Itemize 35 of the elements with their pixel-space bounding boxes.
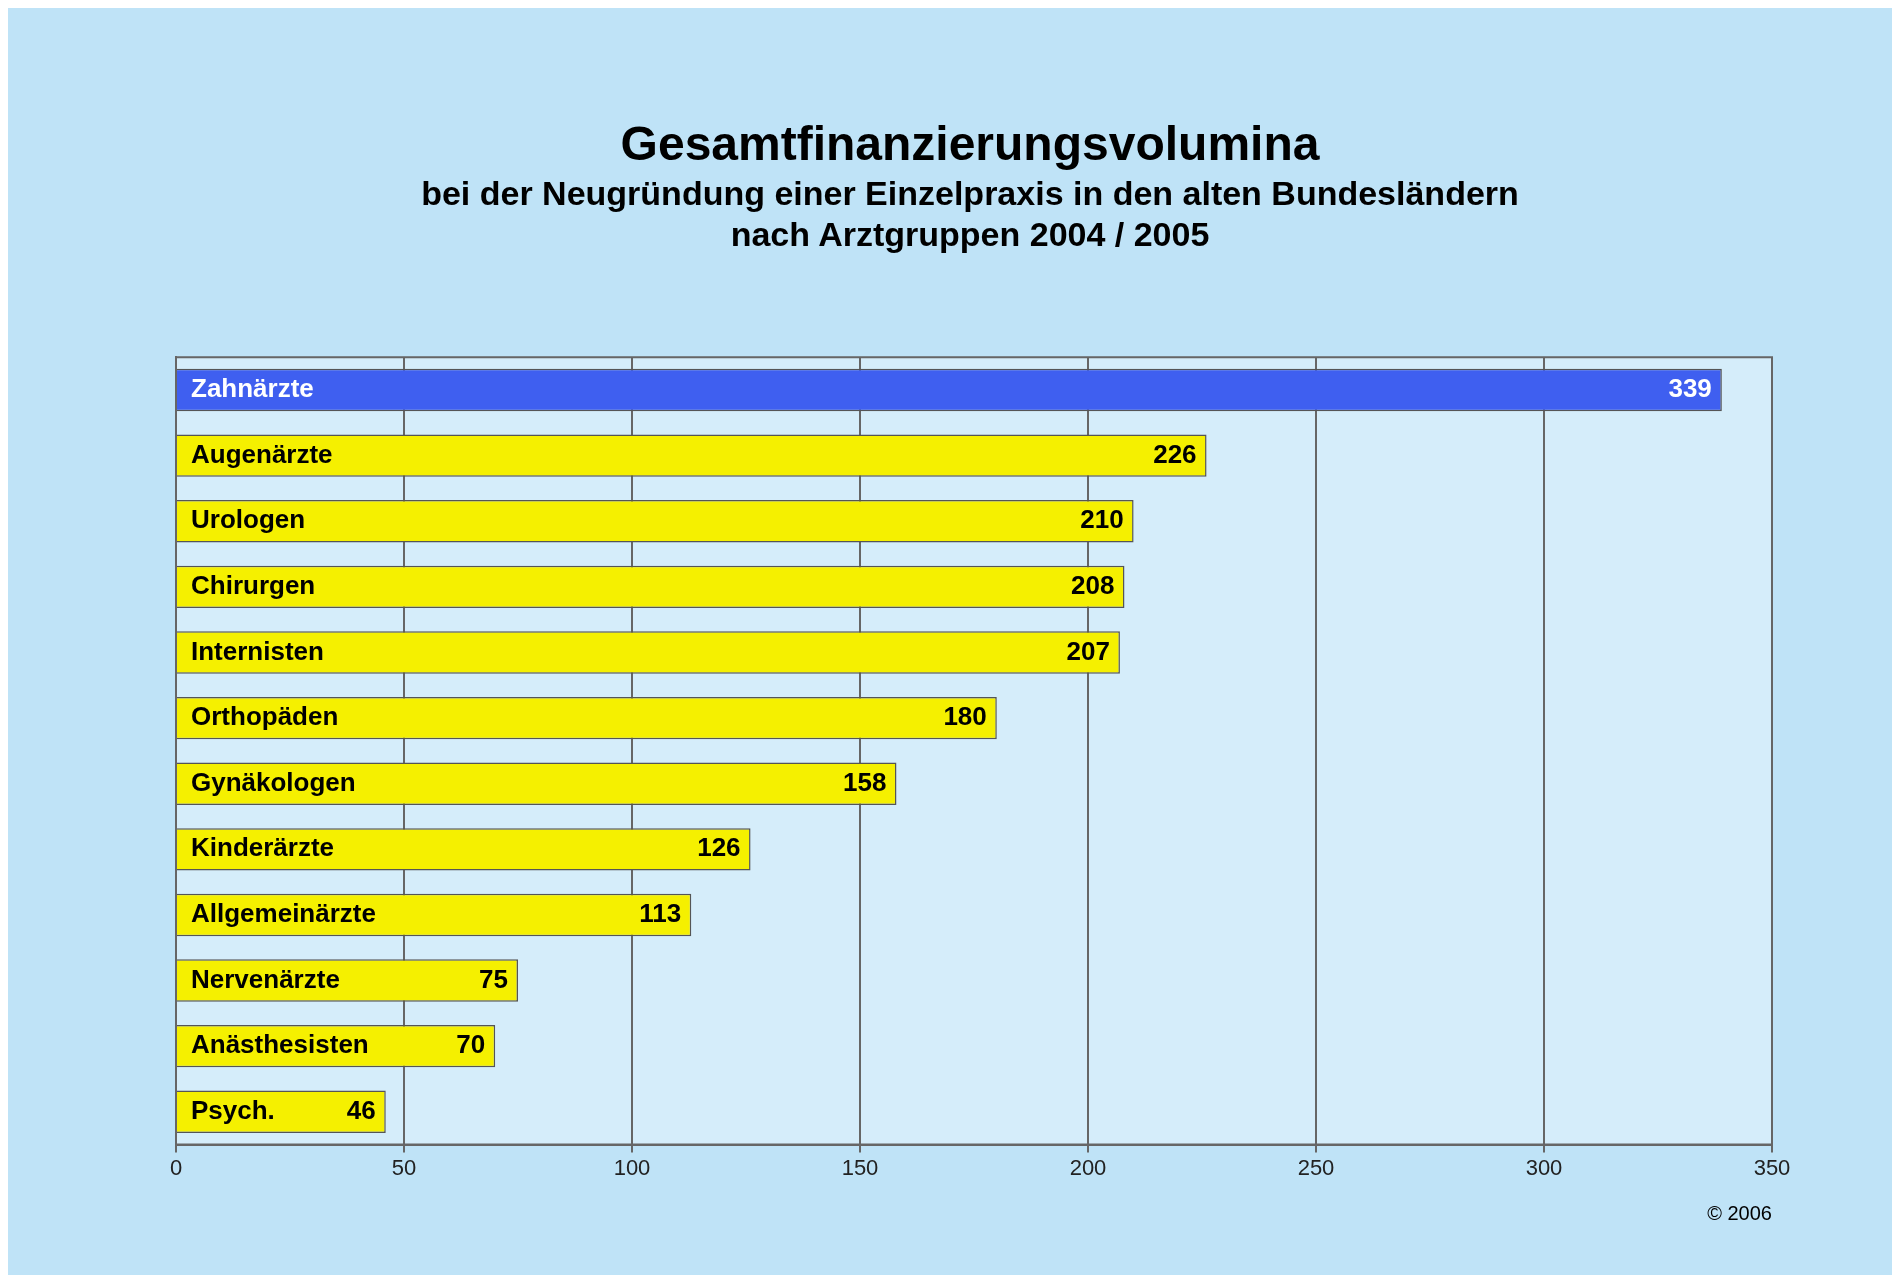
x-tick-label: 50: [391, 1154, 417, 1180]
y-tick-label: Zahnärzte: [191, 373, 314, 404]
data-label: 208: [1071, 570, 1115, 601]
x-tick-label: 150: [841, 1154, 879, 1180]
data-label: 70: [456, 1029, 486, 1060]
data-label: 180: [943, 701, 987, 732]
y-tick-label: Urologen: [191, 504, 306, 535]
x-tick-label: 200: [1069, 1154, 1107, 1180]
x-tick-label: 250: [1297, 1154, 1335, 1180]
y-tick-label: Nervenärzte: [191, 963, 340, 994]
text: © 2006: [1707, 1201, 1772, 1224]
data-label: 339: [1668, 373, 1712, 404]
y-tick-label: Gynäkologen: [191, 766, 356, 797]
y-tick-label: Internisten: [191, 635, 324, 666]
y-tick-label: Anästhesisten: [191, 1029, 369, 1060]
data-label: 210: [1080, 504, 1124, 535]
y-tick-label: Kinderärzte: [191, 832, 335, 863]
x-tick-label: 0: [169, 1154, 183, 1180]
chart-title: Gesamtfinanzierungsvolumina: [620, 117, 1320, 171]
y-tick-label: Psych.: [191, 1094, 275, 1125]
data-label: 75: [479, 963, 508, 994]
y-tick-label: Orthopäden: [191, 701, 339, 732]
y-tick-label: Allgemeinärzte: [191, 898, 376, 929]
y-tick-label: Chirurgen: [191, 570, 316, 601]
data-label: 113: [639, 898, 682, 929]
data-label: 46: [346, 1094, 376, 1125]
data-label: 226: [1153, 438, 1197, 469]
x-tick-label: 350: [1753, 1154, 1791, 1180]
data-label: 207: [1066, 635, 1110, 666]
data-label: 158: [843, 766, 887, 797]
x-tick-label: 100: [613, 1154, 651, 1180]
data-label: 126: [697, 832, 741, 863]
x-tick-label: 300: [1525, 1154, 1563, 1180]
chart-subtitle: bei der Neugründung einer Einzelpraxis in den alten Bundesländern nach Arztgruppen 2004 / 2005: [421, 174, 1519, 254]
y-tick-label: Augenärzte: [191, 438, 333, 469]
